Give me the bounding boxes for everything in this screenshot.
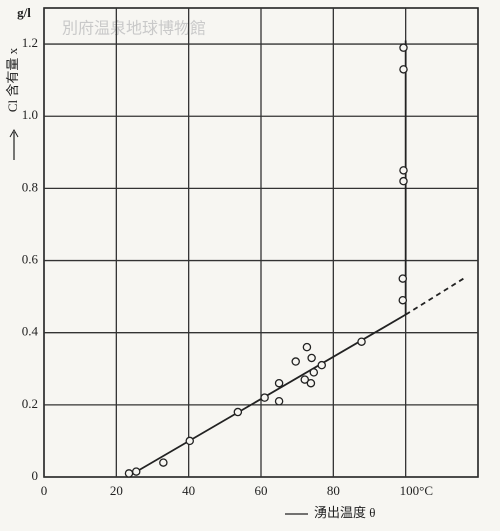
data-point bbox=[309, 368, 319, 377]
data-point bbox=[274, 396, 284, 406]
data-point bbox=[399, 43, 408, 52]
data-point bbox=[185, 436, 195, 446]
data-point bbox=[399, 65, 408, 74]
data-point bbox=[302, 342, 312, 352]
y-tick-label: 0.8 bbox=[22, 179, 38, 194]
data-point bbox=[300, 375, 310, 384]
watermark: 別府温泉地球博物館 bbox=[62, 20, 206, 38]
extrapolation-line bbox=[405, 277, 465, 316]
data-point bbox=[291, 357, 300, 366]
y-tick-label: 0.2 bbox=[22, 396, 38, 411]
data-point bbox=[124, 469, 134, 478]
y-tick-label: 1.0 bbox=[22, 107, 38, 122]
data-point bbox=[233, 407, 243, 417]
data-point bbox=[399, 166, 408, 175]
y-tick-label: 0.4 bbox=[22, 324, 39, 339]
data-point bbox=[260, 393, 269, 402]
y-tick-label: 0.6 bbox=[22, 252, 39, 267]
y-tick-label: 1.2 bbox=[22, 35, 38, 50]
y-axis-label: Cl 含有量 x bbox=[5, 47, 20, 112]
data-point bbox=[398, 295, 408, 305]
x-axis-label: 湧出温度 θ bbox=[314, 505, 375, 520]
data-point bbox=[307, 353, 316, 363]
x-tick-label: 20 bbox=[110, 483, 123, 498]
data-point bbox=[159, 458, 168, 467]
data-point bbox=[274, 378, 284, 388]
x-tick-label: 0 bbox=[41, 483, 48, 498]
x-tick-label: 60 bbox=[255, 483, 268, 498]
unit-label: g/l bbox=[17, 5, 31, 20]
data-point bbox=[357, 337, 366, 346]
data-point bbox=[306, 378, 316, 388]
data-point bbox=[131, 467, 141, 476]
y-arrow-head bbox=[9, 128, 19, 138]
x-tick-label: 80 bbox=[327, 483, 340, 498]
x-tick-label: 40 bbox=[182, 483, 195, 498]
data-point bbox=[399, 176, 408, 186]
y-tick-label: 0 bbox=[32, 468, 39, 483]
data-point bbox=[317, 360, 327, 370]
data-point bbox=[398, 274, 408, 283]
x-tick-label: 100°C bbox=[400, 483, 433, 498]
